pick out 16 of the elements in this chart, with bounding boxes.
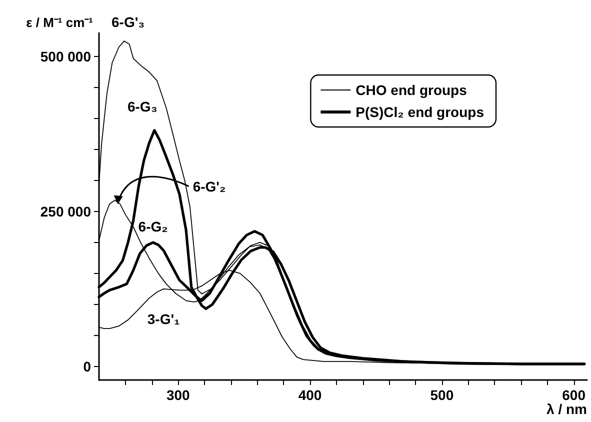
x-tick-label: 500 [430, 387, 454, 403]
annotation: 6-G₂ [138, 218, 168, 234]
x-tick-label: 400 [298, 387, 322, 403]
y-axis-title: ε / M⁻¹ cm⁻¹ [26, 15, 93, 30]
x-axis-title: λ / nm [546, 401, 587, 417]
y-tick-label: 0 [83, 358, 92, 374]
annotation: 6-G'₂ [192, 178, 226, 194]
annotation: 6-G'₃ [111, 14, 145, 30]
x-tick-label: 600 [562, 387, 586, 403]
x-tick-label: 300 [166, 387, 190, 403]
annotation: 3-G'₁ [147, 310, 180, 327]
legend-label: CHO end groups [356, 82, 468, 98]
annotation: 6-G₃ [127, 98, 158, 114]
y-tick-label: 500 000 [40, 48, 92, 65]
legend-label: P(S)Cl₂ end groups [356, 104, 484, 120]
y-tick-label: 250 000 [40, 203, 92, 220]
